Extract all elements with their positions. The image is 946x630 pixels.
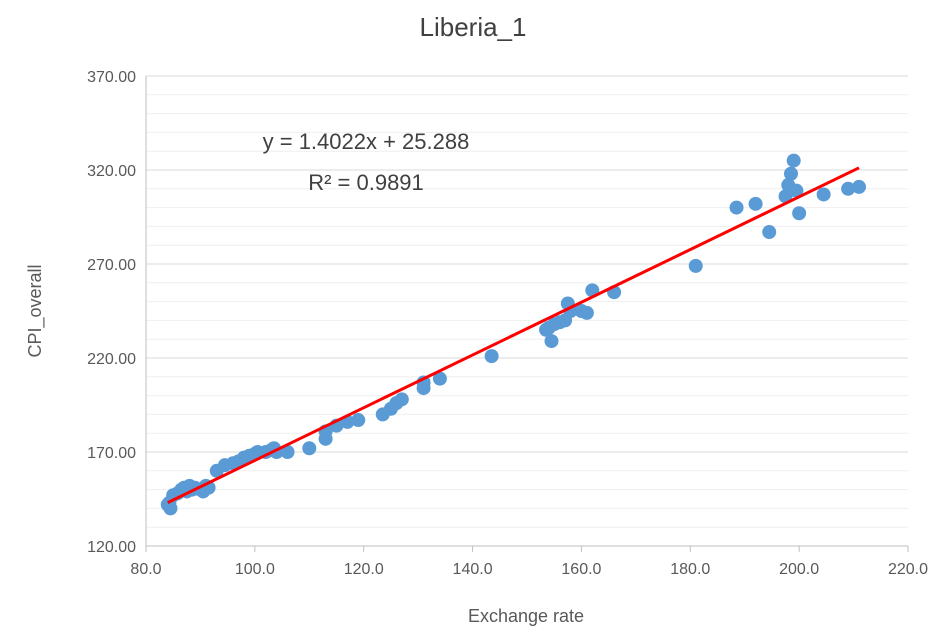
- chart-title: Liberia_1: [420, 12, 527, 42]
- trendline-r-squared: R² = 0.9891: [308, 170, 424, 195]
- data-point: [484, 349, 499, 364]
- data-point: [544, 334, 559, 349]
- data-point: [351, 413, 366, 428]
- x-tick-label: 140.0: [453, 561, 493, 578]
- data-point: [783, 166, 798, 181]
- data-point: [302, 441, 317, 456]
- data-point: [280, 445, 295, 459]
- x-axis-label: Exchange rate: [468, 606, 584, 626]
- x-tick-label: 80.0: [130, 561, 161, 578]
- data-point: [748, 196, 763, 211]
- grid-lines: [146, 75, 908, 547]
- data-point: [841, 181, 856, 196]
- x-tick-label: 220.0: [888, 561, 928, 578]
- data-points: [160, 153, 867, 516]
- trendline-equation: y = 1.4022x + 25.288: [263, 129, 470, 154]
- y-tick-label: 220.00: [87, 351, 136, 368]
- data-point: [778, 189, 793, 204]
- x-tick-label: 200.0: [779, 561, 819, 578]
- data-point: [792, 206, 807, 221]
- data-point: [762, 225, 777, 240]
- tick-labels: 80.0 100.0 120.0 140.0 160.0 180.0 200.0 220.0 1…: [87, 69, 928, 578]
- y-axis-label: CPI_overall: [25, 264, 46, 357]
- y-tick-label: 120.00: [87, 539, 136, 556]
- y-tick-label: 270.00: [87, 257, 136, 274]
- data-point: [688, 258, 703, 273]
- data-point: [579, 305, 594, 320]
- y-tick-label: 320.00: [87, 163, 136, 180]
- y-tick-label: 170.00: [87, 445, 136, 462]
- data-point: [816, 187, 831, 202]
- data-point: [432, 371, 447, 386]
- x-tick-label: 120.0: [344, 561, 384, 578]
- data-point: [852, 179, 867, 194]
- y-tick-label: 370.00: [87, 69, 136, 86]
- data-point: [789, 183, 804, 198]
- x-tick-label: 100.0: [235, 561, 275, 578]
- x-tick-label: 160.0: [561, 561, 601, 578]
- x-tick-label: 180.0: [670, 561, 710, 578]
- data-point: [729, 200, 744, 215]
- trendline-group: [167, 166, 860, 504]
- data-point: [786, 153, 801, 168]
- trendline: [167, 166, 860, 504]
- data-point: [394, 392, 409, 407]
- axes: [145, 76, 909, 552]
